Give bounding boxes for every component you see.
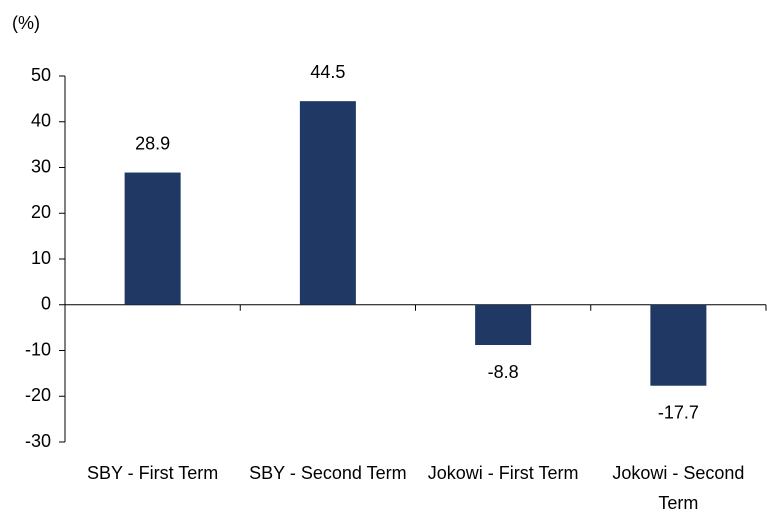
y-tick-label: 40 — [31, 111, 51, 131]
y-tick-label: -10 — [25, 339, 51, 359]
y-tick-label: 20 — [31, 202, 51, 222]
y-tick-label: -20 — [25, 385, 51, 405]
x-tick-label: SBY - Second Term — [249, 463, 407, 483]
y-tick-label: 0 — [41, 294, 51, 314]
data-label: 44.5 — [310, 62, 345, 82]
y-axis-unit: (%) — [12, 13, 40, 33]
y-tick-label: 50 — [31, 65, 51, 85]
y-tick-label: 10 — [31, 248, 51, 268]
data-label: 28.9 — [135, 133, 170, 153]
data-label: -17.7 — [658, 402, 699, 422]
bar — [299, 101, 356, 305]
x-tick-label: Jokowi - First Term — [427, 463, 579, 483]
data-label: -8.8 — [488, 362, 519, 382]
y-tick-label: -30 — [25, 431, 51, 451]
x-tick-label: SBY - First Term — [86, 463, 219, 483]
y-tick-label: 30 — [31, 156, 51, 176]
x-tick-label: Jokowi - Second Term — [612, 463, 745, 513]
bar — [650, 304, 707, 386]
bar — [124, 172, 181, 305]
bar — [475, 304, 532, 346]
